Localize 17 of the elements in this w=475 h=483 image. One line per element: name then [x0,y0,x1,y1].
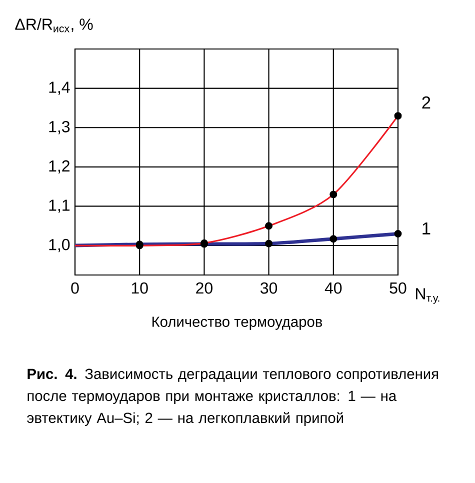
y-tick-label: 1,3 [49,121,70,134]
y-tick-label: 1,1 [49,200,70,213]
y-tick-label: 1,4 [49,82,70,95]
y-axis-title: ΔR/R$_{исх}$, % [15,18,93,32]
x-axis-title: Количество термоударов [152,316,322,330]
series-label: 1 [422,222,430,234]
x-tick-label: 10 [132,282,148,294]
x-tick-label: 40 [324,282,342,294]
series-label: 2 [422,96,430,109]
text: N$_{т.у.}$ [416,288,440,304]
y-tick-label: 1,2 [49,160,70,174]
x-tick-label: 20 [196,282,212,294]
x-tick-label: 0 [71,282,79,294]
x-tick-label: 50 [390,282,406,294]
text: Рис. 4. Зависимость деградации теплового сопротивления после термоударов при монтаже кристаллов: 1 — на эвтектику Au–Si; 2 — на легкоплавкий припой [27,368,438,426]
x-tick-label: 30 [260,282,278,294]
y-tick-label: 1,0 [49,238,70,252]
